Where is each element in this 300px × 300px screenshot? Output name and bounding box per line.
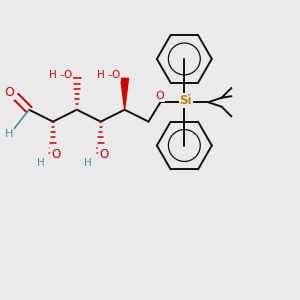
Text: H: H bbox=[84, 158, 92, 167]
Text: O: O bbox=[155, 91, 164, 101]
Text: H -O: H -O bbox=[49, 70, 72, 80]
Text: H -O: H -O bbox=[97, 70, 120, 80]
Text: O: O bbox=[51, 148, 61, 161]
Text: O: O bbox=[99, 148, 108, 161]
Text: Si: Si bbox=[180, 94, 192, 107]
Text: O: O bbox=[4, 86, 14, 99]
Text: H: H bbox=[5, 129, 13, 139]
Polygon shape bbox=[121, 78, 128, 110]
Text: H: H bbox=[37, 158, 44, 167]
